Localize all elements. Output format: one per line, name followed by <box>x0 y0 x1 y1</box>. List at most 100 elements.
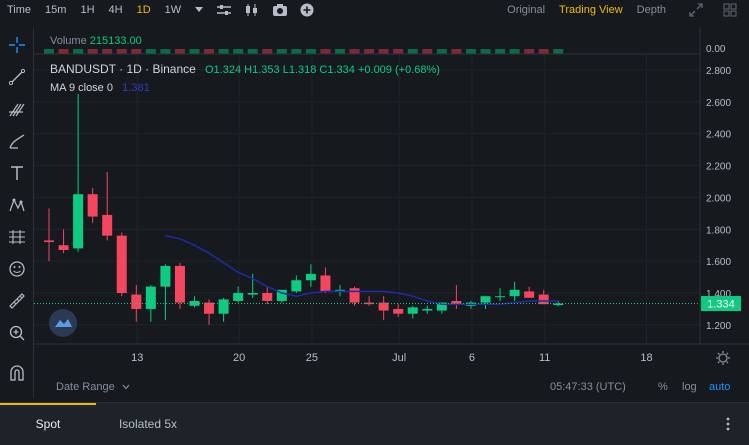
interval-4h[interactable]: 4H <box>108 4 123 16</box>
measure-icon[interactable] <box>6 226 28 248</box>
emoji-icon[interactable] <box>6 258 28 280</box>
candlestick-chart[interactable]: 2.800 2.600 2.400 2.200 2.000 1.800 1.600 1.400… <box>34 28 749 376</box>
ruler-icon[interactable] <box>6 290 28 312</box>
candle-body <box>451 300 462 305</box>
interval-1w[interactable]: 1W <box>164 4 182 16</box>
candle-body <box>276 289 287 301</box>
view-trading-view[interactable]: Trading View <box>559 4 623 16</box>
volume-bar <box>145 49 156 54</box>
interval-1d[interactable]: 1D <box>136 4 151 16</box>
volume-bar <box>87 49 98 54</box>
candle-body <box>509 289 520 297</box>
volume-bar <box>335 49 345 54</box>
view-original[interactable]: Original <box>507 4 546 16</box>
interval-1h[interactable]: 1H <box>80 4 95 16</box>
magnet-icon[interactable] <box>6 362 28 384</box>
change-value: +0.009 (+0.68%) <box>357 64 440 76</box>
volume-bar <box>160 49 171 54</box>
volume-bar <box>58 49 69 54</box>
volume-bar <box>349 49 360 54</box>
interval-15m[interactable]: 15m <box>45 4 67 16</box>
zoom-in-icon[interactable] <box>6 322 28 344</box>
candle-body <box>378 302 389 311</box>
volume-bar <box>116 49 127 54</box>
ma-value: 1.381 <box>122 82 150 94</box>
price-tick-label: 1.200 <box>706 321 731 332</box>
percent-scale-toggle[interactable]: % <box>658 381 668 393</box>
layout-grid-icon[interactable] <box>717 3 743 17</box>
expand-icon[interactable] <box>683 3 709 17</box>
crosshair-icon[interactable] <box>6 34 28 56</box>
trend-line-icon[interactable] <box>6 66 28 88</box>
volume-bar <box>262 49 273 54</box>
candle-body <box>393 308 404 314</box>
camera-icon[interactable] <box>266 3 294 17</box>
candle-body <box>305 273 316 281</box>
ma-legend: MA 9 close 0 1.381 <box>50 82 150 94</box>
text-tool-icon[interactable] <box>6 162 28 184</box>
candle-body <box>349 288 360 303</box>
price-tick-label: 1.600 <box>706 257 731 268</box>
price-axis: 2.800 2.600 2.400 2.200 2.000 1.800 1.600 1.400… <box>706 44 731 332</box>
volume-bar <box>553 49 564 54</box>
ma9-line <box>165 234 559 305</box>
candle-body <box>553 303 564 306</box>
chart-toolbar: Time 15m 1H 4H 1D 1W Original Trading Vi… <box>0 0 749 20</box>
symbol-label: BANDUSDT · 1D · Binance <box>50 62 196 76</box>
volume-bar <box>305 49 316 54</box>
pitchfork-icon[interactable] <box>6 98 28 120</box>
candle-body <box>480 296 491 303</box>
volume-bar <box>436 49 447 54</box>
volume-bar <box>378 49 389 54</box>
active-tab-indicator <box>0 403 96 405</box>
time-axis-settings-icon[interactable] <box>716 351 730 365</box>
volume-bar <box>44 49 54 54</box>
date-range-button[interactable]: Date Range <box>56 381 130 393</box>
high-value: H1.353 <box>244 64 280 76</box>
date-range-label: Date Range <box>56 381 115 393</box>
interval-dropdown-icon[interactable] <box>188 6 210 14</box>
candle-body <box>218 299 229 314</box>
volume-bar <box>233 49 244 54</box>
pattern-icon[interactable] <box>6 194 28 216</box>
time-tick-label: 6 <box>469 352 475 364</box>
price-tick-label: 2.200 <box>706 162 731 173</box>
price-tick-label: 1.800 <box>706 225 731 236</box>
chart-area[interactable]: 2.800 2.600 2.400 2.200 2.000 1.800 1.600 1.400… <box>34 28 749 398</box>
last-price-tag <box>701 296 741 312</box>
tradingview-logo[interactable] <box>49 309 77 337</box>
auto-scale-toggle[interactable]: auto <box>709 381 731 393</box>
candle-body <box>189 300 200 306</box>
candle-type-icon[interactable] <box>238 3 266 17</box>
chart-grid <box>34 54 700 344</box>
settings-sliders-icon[interactable] <box>210 3 238 17</box>
candle-body <box>87 194 98 217</box>
candle-body <box>320 275 331 292</box>
time-tick-label: 25 <box>306 352 318 364</box>
add-indicator-icon[interactable] <box>294 3 320 17</box>
candle-body <box>233 293 244 301</box>
ma-label: MA 9 close 0 <box>50 82 113 94</box>
trade-tabs: Spot Isolated 5x <box>0 402 749 445</box>
candle-body <box>44 240 54 243</box>
chevron-down-icon <box>122 381 130 393</box>
more-options-icon[interactable] <box>715 403 741 445</box>
candle-body <box>291 280 302 292</box>
brush-icon[interactable] <box>6 130 28 152</box>
volume-bar <box>276 49 287 54</box>
tab-spot[interactable]: Spot <box>35 417 61 431</box>
close-value: C1.334 <box>319 64 355 76</box>
log-scale-toggle[interactable]: log <box>682 381 697 393</box>
candle-body <box>495 296 506 298</box>
view-depth[interactable]: Depth <box>636 4 666 16</box>
price-tick-label: 2.800 <box>706 66 731 77</box>
interval-time[interactable]: Time <box>7 4 32 16</box>
volume-bar <box>291 49 302 54</box>
price-tick-label: 2.000 <box>706 193 731 204</box>
candle-body <box>524 291 535 298</box>
volume-bar <box>189 49 200 54</box>
candle-body <box>131 294 142 309</box>
tab-isolated[interactable]: Isolated 5x <box>118 417 178 431</box>
volume-bar <box>320 49 331 54</box>
candle-body <box>58 245 69 250</box>
